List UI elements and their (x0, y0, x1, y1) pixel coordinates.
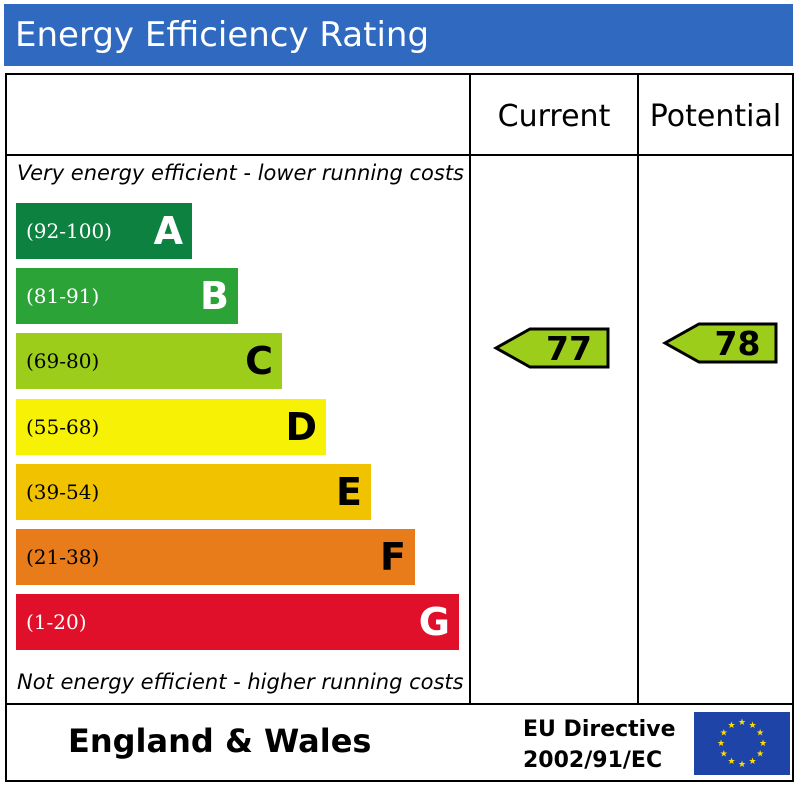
band-range-a: (92-100) (26, 219, 112, 243)
band-c: (69-80) C (16, 333, 282, 390)
band-letter-c: C (245, 339, 273, 384)
band-e: (39-54) E (16, 463, 371, 520)
band-letter-b: B (200, 274, 229, 319)
flag-star: ★ (748, 757, 756, 767)
eu-directive: EU Directive 2002/91/EC (523, 714, 676, 776)
band-letter-e: E (336, 469, 362, 514)
band-range-g: (1-20) (26, 610, 87, 635)
flag-star: ★ (720, 729, 728, 739)
flag-star: ★ (738, 760, 746, 770)
band-letter-f: F (380, 535, 406, 579)
rating-table (5, 73, 794, 782)
band-g: (1-20) G (16, 594, 459, 651)
header-row-divider (5, 154, 794, 156)
band-range-e: (39-54) (26, 479, 100, 504)
flag-star: ★ (727, 721, 735, 731)
top-note: Very energy efficient - lower running co… (17, 161, 464, 185)
chart-title: Energy Efficiency Rating (4, 4, 793, 66)
band-range-d: (55-68) (26, 414, 100, 439)
column-divider-2 (637, 73, 639, 705)
directive-line1: EU Directive (523, 717, 676, 742)
band-d: (55-68) D (16, 398, 326, 455)
current-rating-arrow-shape (492, 327, 610, 369)
eu-flag-icon: ★ ★ ★ ★ ★ ★ ★ ★ ★ ★ ★ ★ (694, 712, 790, 775)
flag-star: ★ (756, 729, 764, 739)
flag-star: ★ (717, 739, 725, 749)
flag-star: ★ (727, 757, 735, 767)
bottom-note: Not energy efficient - higher running co… (17, 670, 464, 694)
band-letter-a: A (153, 209, 183, 253)
flag-star: ★ (748, 721, 756, 731)
directive-line2: 2002/91/EC (523, 748, 663, 773)
potential-rating-arrow: 78 (661, 322, 778, 364)
region-label: England & Wales (68, 722, 372, 760)
column-divider-1 (469, 73, 471, 705)
band-range-f: (21-38) (26, 545, 100, 569)
footer-divider (5, 703, 794, 705)
band-range-c: (69-80) (26, 349, 100, 374)
potential-column-header: Potential (649, 99, 782, 134)
band-f: (21-38) F (16, 529, 415, 585)
flag-star: ★ (738, 718, 746, 728)
band-range-b: (81-91) (26, 284, 100, 309)
potential-rating-arrow-shape (661, 322, 778, 364)
flag-star: ★ (756, 750, 764, 760)
band-letter-g: G (418, 600, 450, 645)
band-letter-d: D (285, 404, 317, 449)
flag-star: ★ (759, 739, 767, 749)
flag-star: ★ (720, 750, 728, 760)
potential-rating-arrow-value: 78 (715, 324, 761, 363)
current-column-header: Current (497, 99, 611, 134)
current-rating-arrow-value: 77 (546, 329, 592, 368)
band-a: (92-100) A (16, 203, 192, 259)
band-b: (81-91) B (16, 268, 238, 325)
current-rating-arrow: 77 (492, 327, 610, 369)
